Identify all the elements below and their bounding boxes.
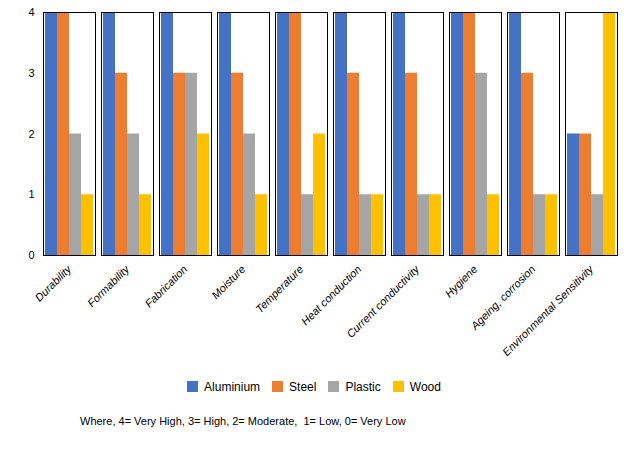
svg-text:2: 2 [28,128,34,140]
html-text:Steel: Steel [289,379,317,394]
svg-text:Fabrication: Fabrication [142,263,189,310]
svg-text:Temperature: Temperature [253,263,305,315]
svg-text:4: 4 [28,6,34,18]
svg-text:Moisture: Moisture [209,263,247,301]
svg-text:3: 3 [28,67,34,79]
svg-text:1: 1 [28,188,34,200]
svg-text:Heat conduction: Heat conduction [299,263,364,328]
svg-text:0: 0 [28,249,34,261]
svg-text:Environmental Sensitivity: Environmental Sensitivity [500,262,596,358]
html-text:Wood: Wood [409,379,441,394]
html-text:Where, 4= Very High, 3= High,: Where, 4= Very High, 3= High, 2= Moderat… [80,415,406,427]
svg-text:Formability: Formability [85,262,133,310]
html-text:Plastic: Plastic [345,379,381,394]
svg-text:Ageing, corrosion: Ageing, corrosion [468,262,538,332]
html-text:Aluminium: Aluminium [204,379,261,394]
svg-text:Current conductivity: Current conductivity [344,262,422,340]
svg-text:Durability: Durability [32,262,74,304]
svg-text:Hygiene: Hygiene [442,263,479,300]
